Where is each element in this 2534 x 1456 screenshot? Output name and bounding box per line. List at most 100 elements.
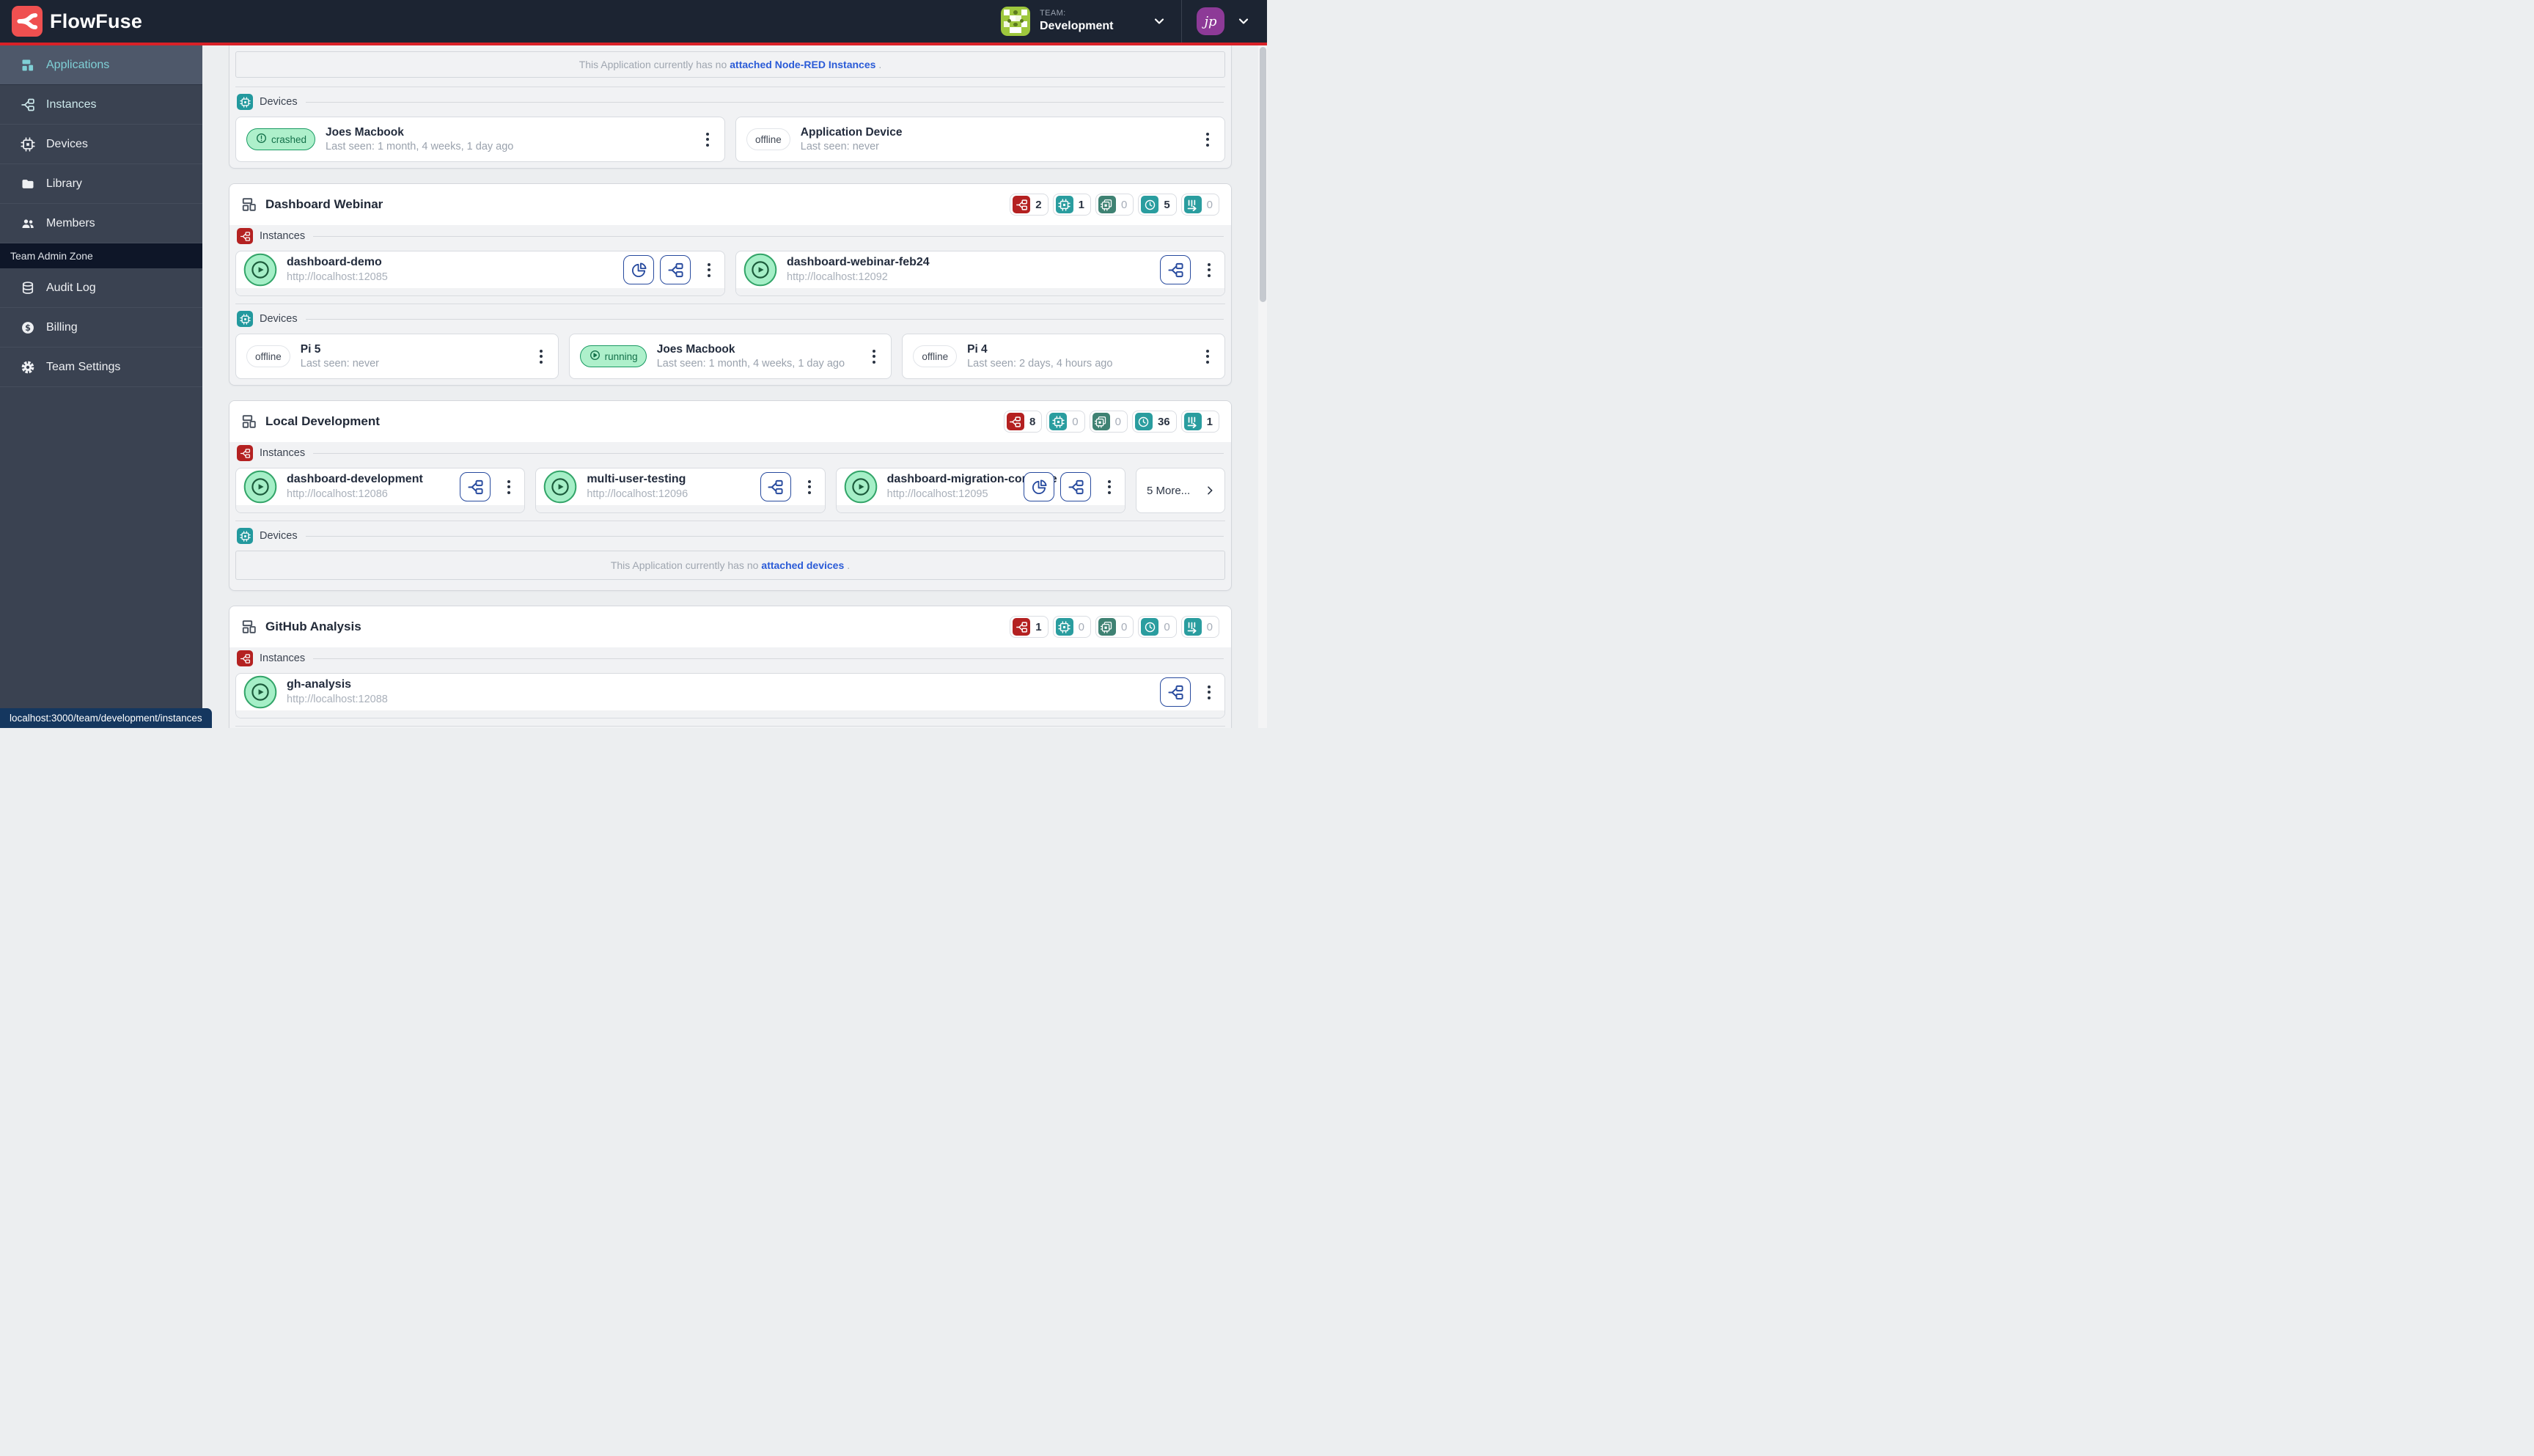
instance-card[interactable]: gh-analysis http://localhost:12088 [235,673,1225,718]
devices-icon [1055,196,1073,213]
kebab-dot [1208,273,1211,277]
flowfuse-brand[interactable]: FlowFuse [12,6,142,37]
application-icon [241,413,257,430]
instance-card[interactable]: multi-user-testing http://localhost:12096 [535,468,826,513]
badge-count: 1 [1035,620,1042,633]
flowfuse-logo-icon [12,6,43,37]
open-editor-button[interactable] [660,255,691,284]
user-menu[interactable]: jp [1182,0,1267,43]
badge-snapshots: 36 [1131,411,1177,433]
instance-running-icon [243,470,277,504]
instance-info: dashboard-webinar-feb24 http://localhost:… [787,255,930,284]
open-editor-button[interactable] [1160,677,1191,707]
device-groups-icon [1092,413,1110,430]
badge-count: 2 [1035,198,1042,211]
device-status-pill: offline [246,345,290,367]
open-editor-button[interactable] [460,472,491,501]
application-header[interactable]: Local Development 8 0 0 36 1 [229,401,1231,442]
node-red-icon [237,445,253,461]
devices-empty-link[interactable]: attached devices [761,559,845,571]
sidebar-item-team-settings[interactable]: Team Settings [0,348,202,387]
instance-url: http://localhost:12088 [287,693,388,705]
instances-section-label: Instances [260,652,306,664]
kebab-menu-button[interactable] [502,477,515,497]
device-name: Pi 5 [300,342,321,356]
open-editor-button[interactable] [1160,255,1191,284]
devices-icon [1055,618,1073,636]
instance-card[interactable]: dashboard-development http://localhost:12… [235,468,526,513]
kebab-dot [708,273,710,277]
open-dashboard-button[interactable] [623,255,654,284]
application-body: Instances gh-analysis http://localhost:120… [229,647,1231,728]
device-card[interactable]: offline Pi 4 Last seen: 2 days, 4 hours ag… [902,334,1225,379]
badge-pipelines: 0 [1180,616,1219,638]
sidebar-item-instances[interactable]: Instances [0,85,202,125]
devices-grid: crashed Joes Macbook Last seen: 1 month, 4… [235,117,1225,162]
application-header[interactable]: GitHub Analysis 1 0 0 0 0 [229,606,1231,647]
kebab-menu-button[interactable] [1103,477,1116,497]
kebab-menu-button[interactable] [1201,347,1214,367]
sidebar-item-members[interactable]: Members [0,204,202,243]
kebab-dot [706,132,709,136]
sidebar-item-label: Team Settings [46,360,121,373]
top-navbar: FlowFuse [0,0,1267,45]
kebab-menu-button[interactable] [702,260,716,280]
devices-empty-state: This Application currently has no attache… [235,551,1225,580]
instances-grid: dashboard-development http://localhost:12… [235,468,1225,513]
instance-info: dashboard-development http://localhost:12… [287,472,423,501]
instance-card[interactable]: dashboard-migration-compare http://localh… [835,468,1125,513]
device-card[interactable]: running Joes Macbook Last seen: 1 month, 4… [568,334,892,379]
sidebar-item-applications[interactable]: Applications [0,45,202,85]
devices-section: Devices crashed Joes Macbook Last seen: 1 m… [235,87,1225,162]
kebab-dot [1208,268,1211,271]
kebab-dot [708,268,710,271]
running-icon [589,349,601,364]
application-card: Local Development 8 0 0 36 1 Instances dashboar… [229,400,1232,591]
devices-icon [1049,413,1068,430]
scrollbar-thumb[interactable] [1259,47,1266,302]
application-icon [241,196,257,213]
billing-icon: $ [21,320,35,335]
instance-actions [623,255,716,284]
team-selector[interactable]: TEAM: Development [996,0,1181,43]
device-card[interactable]: crashed Joes Macbook Last seen: 1 month, 4… [235,117,725,162]
kebab-dot [807,485,811,488]
open-dashboard-button[interactable] [1024,472,1054,501]
device-card[interactable]: offline Application Device Last seen: neve… [735,117,1225,162]
brand-name: FlowFuse [50,10,143,32]
empty-state-text: This Application currently has no [579,59,727,70]
chevron-down-icon [1236,14,1251,29]
badge-count: 0 [1120,620,1128,633]
kebab-menu-button[interactable] [1202,683,1216,702]
kebab-menu-button[interactable] [803,477,816,497]
sidebar-item-devices[interactable]: Devices [0,125,202,164]
devices-section-label: Devices [260,96,298,108]
application-icon [241,619,257,635]
more-instances-button[interactable]: 5 More... [1136,468,1225,513]
instance-card[interactable]: dashboard-webinar-feb24 http://localhost:… [735,251,1225,296]
audit-log-icon [21,281,35,295]
kebab-menu-button[interactable] [1201,130,1214,150]
badge-snapshots: 0 [1138,616,1177,638]
sidebar-item-library[interactable]: Library [0,164,202,204]
kebab-menu-button[interactable] [1202,260,1216,280]
instance-card[interactable]: dashboard-demo http://localhost:12085 [235,251,725,296]
device-card[interactable]: offline Pi 5 Last seen: never [235,334,559,379]
open-editor-button[interactable] [760,472,791,501]
badge-device-groups: 0 [1089,411,1128,433]
sidebar-item-billing[interactable]: $ Billing [0,308,202,348]
instances-empty-link[interactable]: attached Node-RED Instances [730,59,876,70]
open-editor-button[interactable] [1060,472,1091,501]
application-header[interactable]: Dashboard Webinar 2 1 0 5 0 [229,184,1231,225]
kebab-menu-button[interactable] [535,347,548,367]
kebab-menu-button[interactable] [867,347,881,367]
badge-count: 0 [1072,415,1079,428]
section-divider-line [305,318,1224,320]
badge-count: 5 [1164,198,1170,211]
kebab-menu-button[interactable] [701,130,714,150]
instance-actions [460,472,515,501]
sidebar-item-audit-log[interactable]: Audit Log [0,268,202,308]
instance-running-icon [243,675,277,709]
library-icon [21,177,35,191]
device-status-label: offline [922,350,949,362]
